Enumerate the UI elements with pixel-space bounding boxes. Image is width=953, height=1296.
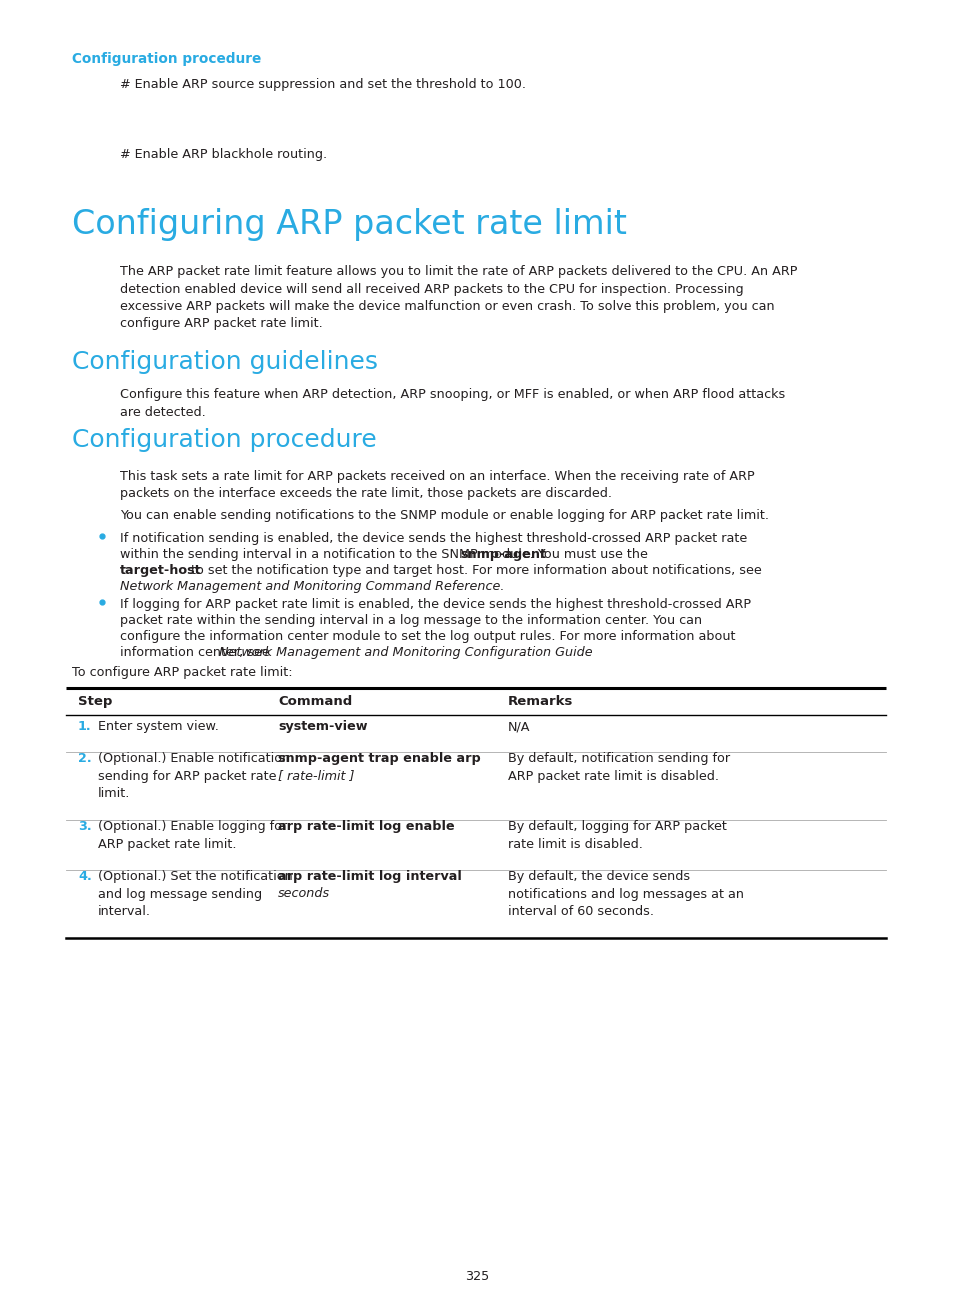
- Text: This task sets a rate limit for ARP packets received on an interface. When the r: This task sets a rate limit for ARP pack…: [120, 470, 754, 500]
- Text: If notification sending is enabled, the device sends the highest threshold-cross: If notification sending is enabled, the …: [120, 531, 746, 546]
- Text: # Enable ARP source suppression and set the threshold to 100.: # Enable ARP source suppression and set …: [120, 78, 525, 91]
- Text: Remarks: Remarks: [507, 696, 573, 709]
- Text: 4.: 4.: [78, 871, 91, 884]
- Text: within the sending interval in a notification to the SNMP module. You must use t: within the sending interval in a notific…: [120, 548, 651, 561]
- Text: snmp-agent: snmp-agent: [459, 548, 545, 561]
- Text: Command: Command: [277, 696, 352, 709]
- Text: Configuration procedure: Configuration procedure: [71, 428, 376, 452]
- Text: (Optional.) Enable logging for
ARP packet rate limit.: (Optional.) Enable logging for ARP packe…: [98, 820, 287, 850]
- Text: Enter system view.: Enter system view.: [98, 721, 218, 734]
- Text: 325: 325: [464, 1270, 489, 1283]
- Text: (Optional.) Enable notification
sending for ARP packet rate
limit.: (Optional.) Enable notification sending …: [98, 752, 290, 801]
- Text: You can enable sending notifications to the SNMP module or enable logging for AR: You can enable sending notifications to …: [120, 509, 768, 522]
- Text: arp rate-limit log enable: arp rate-limit log enable: [277, 820, 455, 833]
- Text: target-host: target-host: [120, 564, 201, 577]
- Text: system-view: system-view: [277, 721, 367, 734]
- Text: Configuration procedure: Configuration procedure: [71, 52, 261, 66]
- Text: [ rate-limit ]: [ rate-limit ]: [277, 770, 355, 783]
- Text: information center, see: information center, see: [120, 647, 274, 660]
- Text: .: .: [520, 647, 524, 660]
- Text: Step: Step: [78, 696, 112, 709]
- Text: snmp-agent trap enable arp: snmp-agent trap enable arp: [277, 752, 480, 766]
- Text: The ARP packet rate limit feature allows you to limit the rate of ARP packets de: The ARP packet rate limit feature allows…: [120, 264, 797, 330]
- Text: to set the notification type and target host. For more information about notific: to set the notification type and target …: [187, 564, 760, 577]
- Text: packet rate within the sending interval in a log message to the information cent: packet rate within the sending interval …: [120, 614, 701, 627]
- Text: By default, logging for ARP packet
rate limit is disabled.: By default, logging for ARP packet rate …: [507, 820, 726, 850]
- Text: arp rate-limit log interval: arp rate-limit log interval: [277, 871, 461, 884]
- Text: Network Management and Monitoring Command Reference.: Network Management and Monitoring Comman…: [120, 581, 504, 594]
- Text: # Enable ARP blackhole routing.: # Enable ARP blackhole routing.: [120, 148, 327, 161]
- Text: seconds: seconds: [277, 888, 330, 901]
- Text: By default, notification sending for
ARP packet rate limit is disabled.: By default, notification sending for ARP…: [507, 752, 729, 783]
- Text: Configure this feature when ARP detection, ARP snooping, or MFF is enabled, or w: Configure this feature when ARP detectio…: [120, 388, 784, 419]
- Text: Configuration guidelines: Configuration guidelines: [71, 350, 377, 375]
- Text: (Optional.) Set the notification
and log message sending
interval.: (Optional.) Set the notification and log…: [98, 871, 293, 919]
- Text: To configure ARP packet rate limit:: To configure ARP packet rate limit:: [71, 666, 293, 679]
- Text: Network Management and Monitoring Configuration Guide: Network Management and Monitoring Config…: [219, 647, 592, 660]
- Text: configure the information center module to set the log output rules. For more in: configure the information center module …: [120, 630, 735, 643]
- Text: 2.: 2.: [78, 752, 91, 766]
- Text: 1.: 1.: [78, 721, 91, 734]
- Text: If logging for ARP packet rate limit is enabled, the device sends the highest th: If logging for ARP packet rate limit is …: [120, 597, 750, 610]
- Text: 3.: 3.: [78, 820, 91, 833]
- Text: Configuring ARP packet rate limit: Configuring ARP packet rate limit: [71, 207, 626, 241]
- Text: By default, the device sends
notifications and log messages at an
interval of 60: By default, the device sends notificatio…: [507, 871, 743, 919]
- Text: N/A: N/A: [507, 721, 530, 734]
